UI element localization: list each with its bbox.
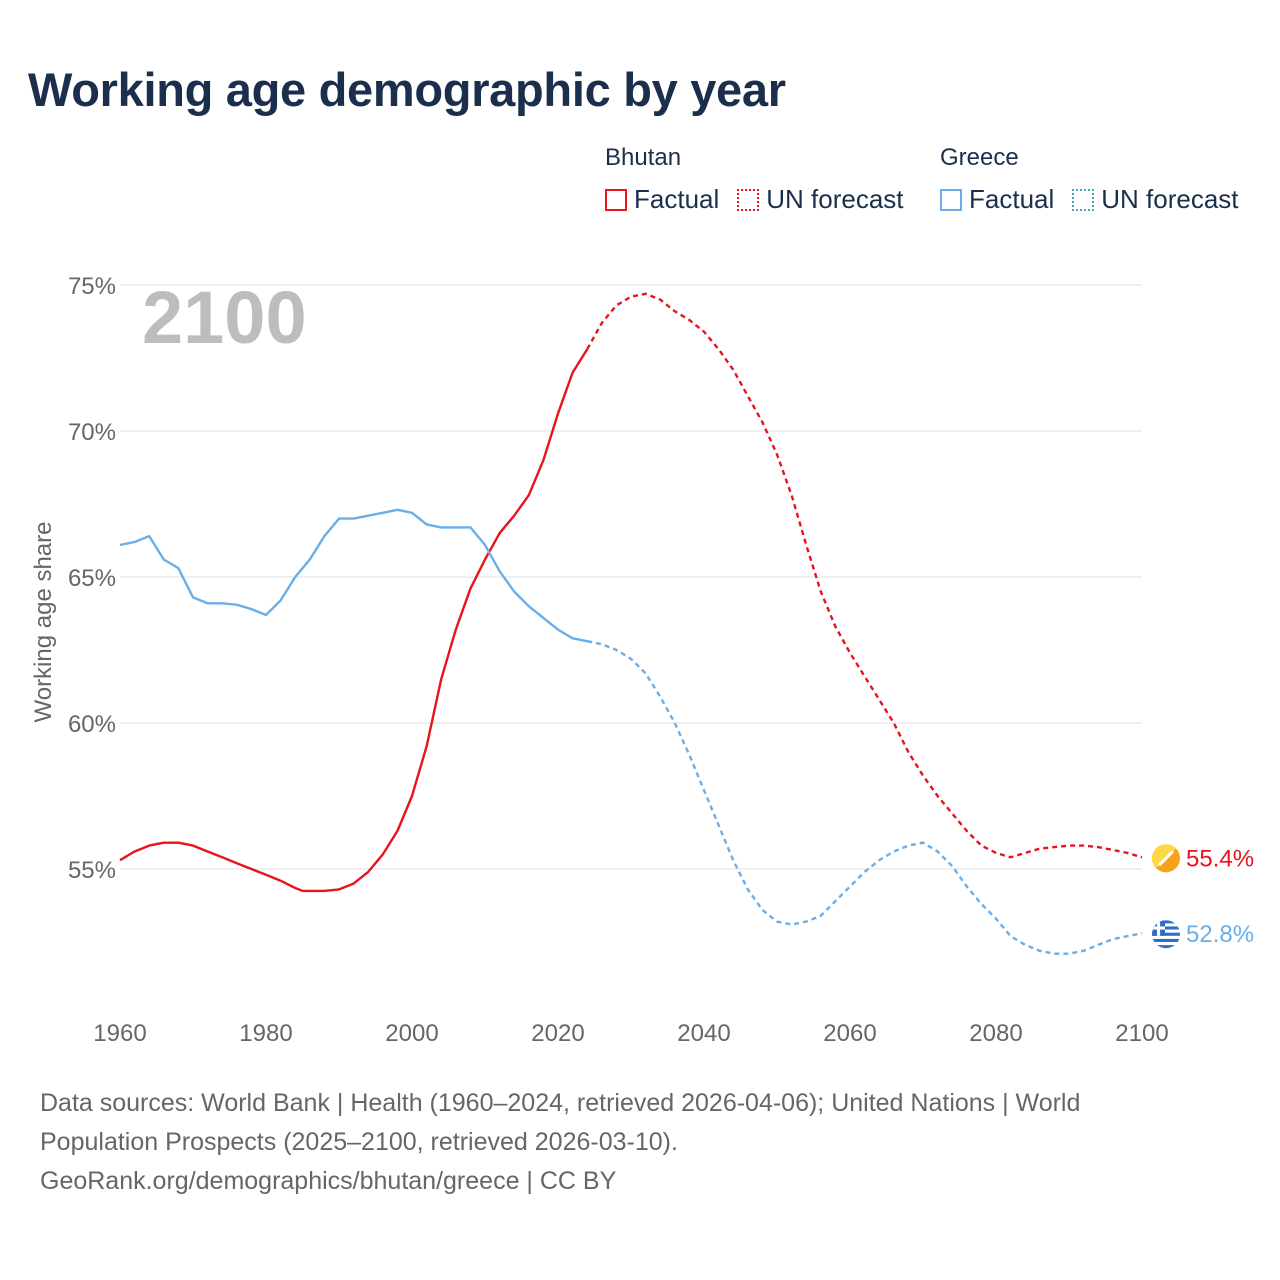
x-tick-label: 2020	[531, 1020, 584, 1047]
data-sources-footer: Data sources: World Bank | Health (1960–…	[40, 1084, 1240, 1201]
end-value-label-greece: 52.8%	[1186, 921, 1254, 948]
x-tick-label: 1980	[239, 1020, 292, 1047]
y-tick-label: 60%	[68, 711, 116, 738]
legend-label: Factual	[634, 184, 720, 214]
y-tick-label: 55%	[68, 857, 116, 884]
legend-item-greece-forecast[interactable]: UN forecast	[1072, 184, 1239, 215]
greece-flag-icon	[1152, 920, 1180, 949]
legend-swatch-dotted	[737, 188, 760, 211]
x-tick-label: 2060	[823, 1020, 876, 1047]
series-line-greece-factual	[119, 508, 588, 643]
line-chart: 55% 60% 65% 70% 75% 1960 1980 2000 2020 2040 2060 2…	[30, 273, 1254, 1047]
x-tick-label: 2040	[677, 1020, 730, 1047]
bhutan-flag-upper	[1151, 844, 1176, 869]
legend-swatch-solid	[940, 188, 962, 211]
legend-item-greece-factual[interactable]: Factual	[940, 184, 1054, 215]
legend-group-bhutan: Bhutan Factual UN forecast	[605, 144, 922, 215]
x-tick-label: 2080	[969, 1020, 1022, 1047]
legend-group-name: Greece	[940, 144, 1019, 171]
legend-label: UN forecast	[1101, 184, 1239, 214]
legend-group-greece: Greece Factual UN forecast	[940, 144, 1257, 215]
legend-item-bhutan-factual[interactable]: Factual	[605, 184, 719, 215]
y-axis-label: Working age share	[30, 522, 57, 723]
legend-swatch-solid	[605, 188, 627, 211]
legend-item-bhutan-forecast[interactable]: UN forecast	[737, 184, 904, 215]
series-line-greece-forecast	[586, 640, 1143, 955]
footer-line[interactable]: GeoRank.org/demographics/bhutan/greece |…	[40, 1167, 617, 1195]
y-tick-label: 65%	[68, 565, 116, 592]
series-line-bhutan-factual	[119, 348, 589, 893]
year-label: 2100	[142, 276, 307, 359]
y-tick-label: 75%	[68, 273, 116, 300]
legend-swatch-dotted	[1072, 188, 1095, 211]
legend-label: UN forecast	[766, 184, 904, 214]
x-tick-label: 2000	[385, 1020, 438, 1047]
x-tick-label: 1960	[93, 1020, 146, 1047]
series-line-bhutan-forecast	[586, 292, 1143, 859]
end-value-label-bhutan: 55.4%	[1186, 845, 1254, 872]
legend-label: Factual	[969, 184, 1055, 214]
x-tick-label: 2100	[1115, 1020, 1168, 1047]
footer-line: Population Prospects (2025–2100, retriev…	[40, 1128, 678, 1156]
y-tick-label: 70%	[68, 419, 116, 446]
chart-title: Working age demographic by year	[28, 63, 786, 116]
footer-line: Data sources: World Bank | Health (1960–…	[40, 1089, 1081, 1117]
bhutan-flag-dragon	[1158, 850, 1174, 866]
legend-group-name: Bhutan	[605, 144, 682, 171]
